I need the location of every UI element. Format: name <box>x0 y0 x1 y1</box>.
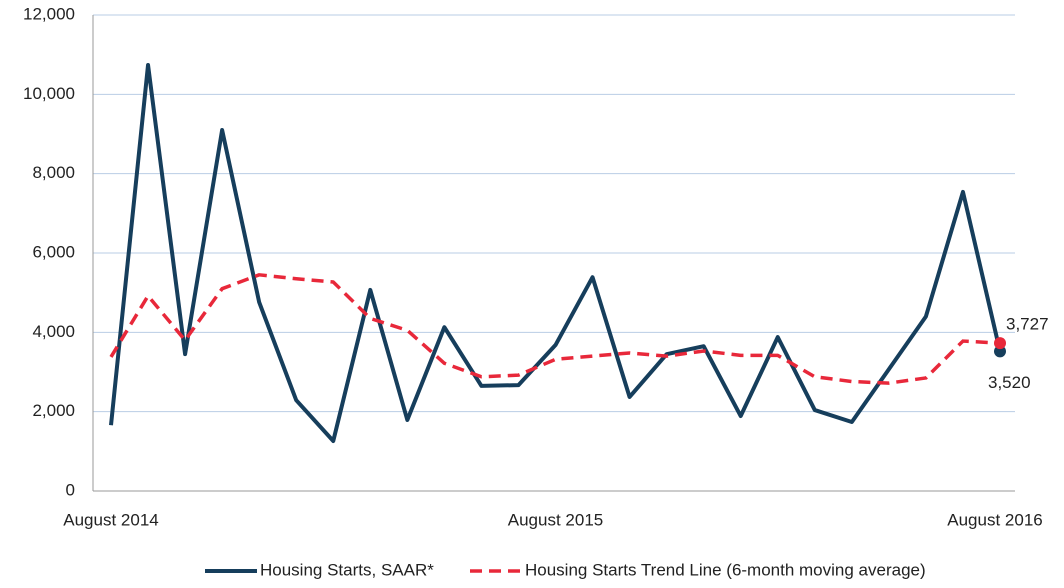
data-label: 3,727 <box>1006 315 1049 334</box>
y-tick-label: 10,000 <box>23 84 75 103</box>
end-point <box>994 337 1006 350</box>
series-line <box>109 62 1002 444</box>
y-tick-label: 8,000 <box>32 163 75 182</box>
y-tick-label: 0 <box>66 480 75 499</box>
end-point <box>994 345 1006 358</box>
series-line <box>109 273 1001 385</box>
legend-label: Housing Starts Trend Line (6-month movin… <box>525 560 926 579</box>
y-tick-label: 6,000 <box>32 242 75 261</box>
x-tick-label: August 2015 <box>508 510 603 529</box>
y-tick-label: 4,000 <box>32 322 75 341</box>
legend-label: Housing Starts, SAAR* <box>260 560 434 579</box>
x-tick-label: August 2016 <box>947 510 1042 529</box>
x-tick-label: August 2014 <box>63 510 158 529</box>
y-tick-label: 2,000 <box>32 401 75 420</box>
data-label: 3,520 <box>988 373 1031 392</box>
y-tick-label: 12,000 <box>23 4 75 23</box>
